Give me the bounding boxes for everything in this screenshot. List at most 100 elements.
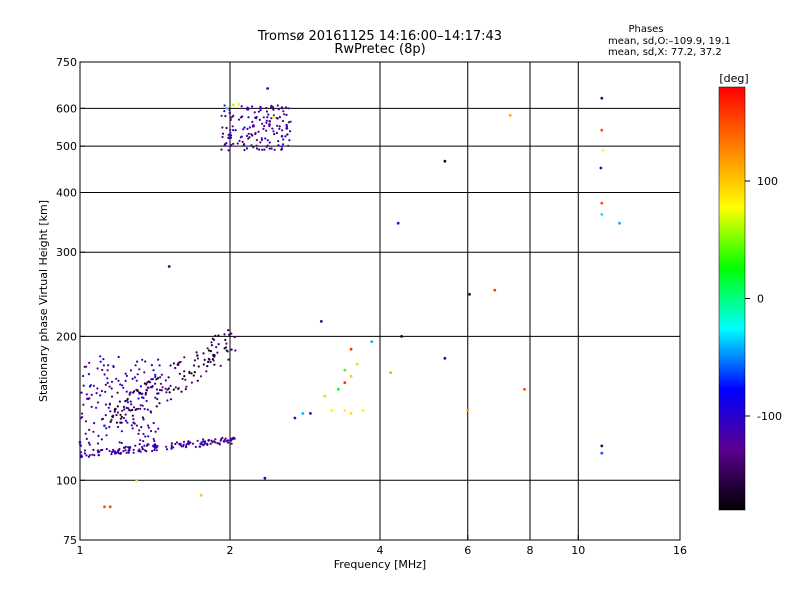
cluster-point	[232, 142, 235, 145]
cluster-point	[140, 426, 143, 429]
cluster-point	[258, 118, 261, 121]
cluster-point	[125, 390, 128, 393]
cluster-point	[99, 360, 102, 363]
cluster-point	[131, 408, 134, 412]
cluster-point	[165, 448, 169, 451]
cluster-point	[138, 443, 141, 446]
cluster-point	[179, 443, 182, 447]
cluster-point	[224, 115, 227, 118]
cluster-point	[79, 443, 82, 446]
y-tick-label: 750	[56, 56, 77, 69]
echo-point	[600, 213, 604, 216]
cluster-point	[88, 361, 91, 364]
cluster-point	[118, 400, 121, 403]
cluster-point	[219, 364, 222, 367]
x-tick-label: 2	[227, 544, 234, 557]
cluster-point	[226, 439, 229, 442]
cluster-point	[276, 104, 279, 107]
echo-point	[523, 387, 526, 391]
cluster-point	[267, 113, 270, 116]
cluster-point	[81, 412, 84, 415]
cluster-point	[150, 378, 153, 381]
cluster-point	[79, 417, 82, 420]
cluster-point	[87, 373, 90, 376]
cluster-point	[141, 396, 144, 399]
cluster-point	[154, 446, 157, 450]
cluster-point	[153, 439, 156, 443]
cluster-point	[169, 364, 172, 367]
cluster-point	[287, 107, 290, 110]
echo-point	[343, 368, 347, 372]
cluster-point	[223, 104, 226, 107]
cluster-point	[275, 116, 278, 120]
cluster-point	[90, 405, 93, 408]
cluster-point	[230, 144, 233, 147]
cluster-point	[161, 386, 164, 389]
cluster-point	[157, 427, 160, 430]
cluster-point	[157, 377, 160, 380]
cluster-point	[82, 374, 85, 378]
cluster-point	[255, 144, 258, 147]
cluster-point	[126, 397, 129, 401]
cluster-point	[120, 415, 123, 418]
cluster-point	[126, 401, 129, 404]
cluster-point	[101, 368, 104, 371]
cluster-point	[141, 416, 144, 419]
cluster-point	[247, 132, 250, 135]
cluster-point	[118, 447, 121, 451]
cluster-point	[263, 148, 266, 151]
cluster-point	[266, 144, 269, 147]
cluster-point	[206, 365, 209, 368]
cluster-point	[285, 113, 288, 116]
echo-point	[323, 394, 327, 398]
cluster-point	[96, 367, 99, 370]
cluster-point	[88, 428, 91, 431]
cluster-point	[100, 438, 103, 441]
stats-x: mean, sd,X: 77.2, 37.2	[608, 47, 722, 58]
cluster-point	[237, 118, 241, 121]
cluster-point	[242, 128, 245, 131]
cluster-point	[178, 361, 181, 364]
cluster-point	[147, 443, 150, 446]
echo-point	[466, 409, 470, 412]
cluster-point	[250, 144, 253, 147]
cluster-point	[144, 435, 147, 438]
cluster-point	[252, 146, 255, 149]
cluster-point	[151, 449, 154, 453]
cluster-point	[272, 130, 275, 133]
cluster-point	[158, 364, 161, 367]
cluster-point	[137, 397, 140, 400]
cluster-point	[253, 111, 256, 114]
cluster-point	[225, 142, 228, 145]
cluster-point	[183, 356, 186, 359]
cluster-point	[229, 438, 232, 441]
cluster-point	[234, 129, 237, 132]
cluster-point	[164, 387, 167, 390]
cluster-point	[257, 130, 260, 133]
echo-point	[103, 505, 106, 509]
cluster-point	[80, 391, 83, 394]
cluster-point	[136, 389, 139, 392]
echo-point	[468, 292, 471, 296]
cluster-point	[176, 441, 179, 444]
cluster-point	[200, 443, 203, 446]
cluster-point	[155, 378, 158, 381]
cluster-point	[196, 357, 199, 360]
cluster-point	[130, 403, 133, 406]
cluster-point	[142, 418, 145, 421]
cluster-point	[102, 364, 105, 367]
cluster-point	[124, 419, 127, 422]
cluster-point	[149, 410, 152, 413]
echo-point	[618, 221, 621, 225]
cluster-point	[138, 368, 141, 371]
cluster-point	[108, 385, 111, 388]
echo-point	[268, 123, 271, 126]
cluster-point	[178, 372, 181, 375]
cluster-point	[131, 377, 134, 380]
cluster-point	[251, 105, 254, 108]
cluster-point	[136, 373, 139, 376]
cluster-point	[106, 369, 109, 372]
cluster-point	[115, 421, 118, 424]
echo-point	[600, 444, 604, 448]
